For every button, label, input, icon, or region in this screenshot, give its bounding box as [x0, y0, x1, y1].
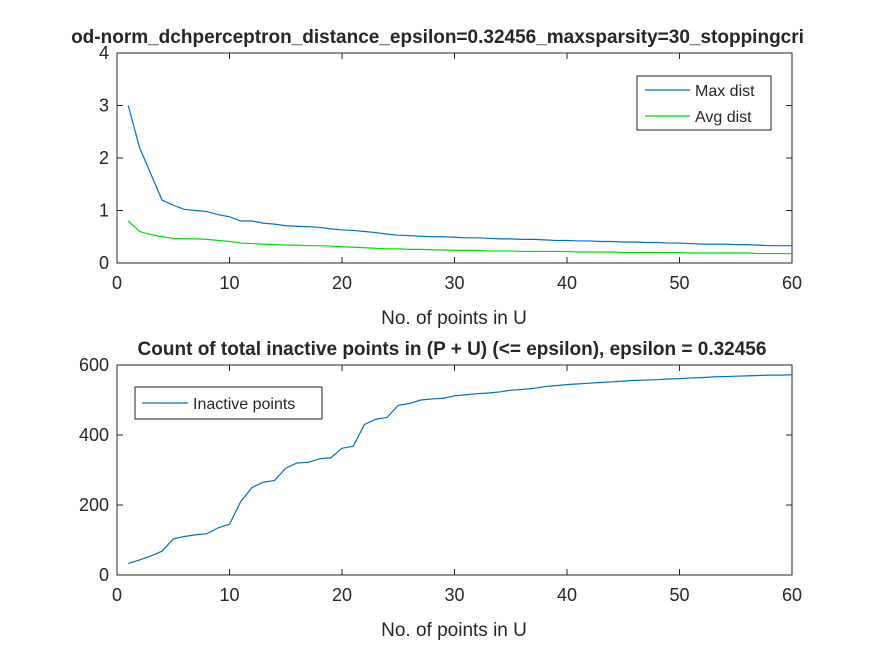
legend-label-inactive-points: Inactive points: [193, 396, 295, 413]
bottom-y-tick-label: 200: [79, 495, 109, 515]
top-x-tick-label: 10: [219, 273, 239, 293]
top-x-tick-label: 60: [782, 273, 802, 293]
top-x-tick-label: 0: [112, 273, 122, 293]
top-x-tick-label: 50: [669, 273, 689, 293]
top-chart-series: [127, 105, 792, 255]
bottom-series-line-inactive-points: [128, 374, 793, 565]
bottom-x-tick-label: 30: [444, 585, 464, 605]
bottom-chart-series: [128, 374, 793, 565]
bottom-x-tick-label: 0: [112, 585, 122, 605]
top-y-tick-label: 0: [99, 253, 109, 273]
legend-label-max-dist: Max dist: [695, 83, 755, 100]
legend-label-avg-dist: Avg dist: [695, 109, 752, 126]
bottom-y-tick-label: 600: [79, 355, 109, 375]
top-x-tick-label: 20: [332, 273, 352, 293]
top-series-line-max-dist: [127, 105, 792, 247]
bottom-legend: Inactive points: [134, 386, 323, 420]
bottom-x-tick-label: 10: [219, 585, 239, 605]
bottom-x-tick-label: 40: [557, 585, 577, 605]
bottom-chart-title: Count of total inactive points in (P + U…: [138, 339, 767, 360]
bottom-x-tick-label: 60: [782, 585, 802, 605]
top-x-axis-label: No. of points in U: [381, 308, 527, 329]
top-y-tick-label: 1: [99, 201, 109, 221]
bottom-chart: Count of total inactive points in (P + U…: [79, 339, 802, 641]
top-x-tick-label: 40: [557, 273, 577, 293]
top-legend-box: [636, 75, 772, 131]
top-y-tick-label: 4: [99, 43, 109, 63]
bottom-x-axis-label: No. of points in U: [381, 620, 527, 641]
bottom-y-tick-label: 400: [79, 425, 109, 445]
bottom-y-tick-label: 0: [99, 565, 109, 585]
bottom-x-tick-label: 20: [332, 585, 352, 605]
top-x-tick-label: 30: [444, 273, 464, 293]
top-series-line-avg-dist: [127, 220, 792, 255]
top-y-tick-label: 2: [99, 148, 109, 168]
top-y-tick-label: 3: [99, 96, 109, 116]
bottom-x-tick-label: 50: [669, 585, 689, 605]
top-chart-title: od-norm_dchperceptron_distance_epsilon=0…: [71, 27, 804, 48]
top-legend: Max dist Avg dist: [636, 75, 772, 131]
top-chart: od-norm_dchperceptron_distance_epsilon=0…: [71, 27, 804, 329]
top-axis-ticks: 0 10 20 30 40 50 60 0 1 2 3 4: [99, 43, 802, 293]
